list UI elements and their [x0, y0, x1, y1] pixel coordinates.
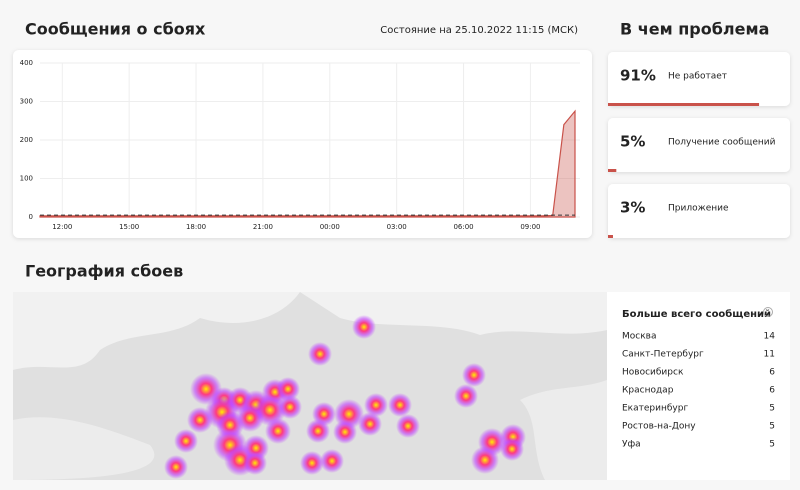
- city-count: 14: [764, 332, 776, 342]
- heat-dot: [306, 419, 330, 443]
- map-water: [520, 380, 607, 480]
- city-name: Краснодар: [622, 386, 674, 396]
- problem-percent: 91%: [620, 67, 656, 85]
- problem-card: [608, 118, 790, 172]
- heat-dot: [187, 407, 213, 433]
- problem-cards: 91% Не работает 5% Получение сообщений 3% При…: [608, 52, 790, 238]
- heat-dot: [308, 342, 332, 366]
- status: Состояние на 25.10.2022 11:15 (МСК): [380, 25, 578, 36]
- problem-label: Получение сообщений: [668, 138, 776, 148]
- heat-dot: [388, 393, 412, 417]
- cities-card: [607, 292, 790, 480]
- section-title: География сбоев: [25, 262, 183, 281]
- heat-dot: [320, 449, 344, 473]
- problem-card: [608, 184, 790, 238]
- problem-percent: 3%: [620, 199, 645, 217]
- map-water: [13, 292, 300, 370]
- heat-dot: [358, 412, 382, 436]
- y-tick-label: 200: [20, 136, 33, 144]
- city-count: 5: [769, 422, 775, 432]
- map-water: [300, 292, 607, 335]
- heat-dot: [500, 437, 524, 461]
- area: [39, 109, 576, 218]
- heat-dot: [278, 395, 302, 419]
- heat-dot: [396, 414, 420, 438]
- x-tick-label: 15:00: [119, 223, 139, 231]
- heat-dot: [276, 377, 300, 401]
- city-name: Санкт-Петербург: [622, 350, 704, 360]
- city-name: Екатеринбург: [622, 404, 688, 414]
- problem-label: Приложение: [668, 204, 729, 214]
- heat-dot: [364, 393, 388, 417]
- city-count: 11: [764, 350, 775, 360]
- y-tick-label: 100: [20, 175, 33, 183]
- heat-dot: [471, 446, 499, 474]
- y-tick-label: 300: [20, 98, 33, 106]
- map-water: [13, 417, 155, 480]
- heat-dot: [265, 418, 291, 444]
- city-name: Ростов-на-Дону: [622, 422, 696, 432]
- cities-title: Больше всего сообщений: [622, 308, 771, 320]
- problem-label: Не работает: [668, 72, 727, 82]
- city-count: 6: [769, 368, 775, 378]
- x-tick-label: 09:00: [520, 223, 540, 231]
- y-tick-label: 400: [20, 59, 33, 67]
- city-count: 6: [769, 386, 775, 396]
- chart-card: [13, 50, 592, 238]
- section-title: В чем проблема: [620, 20, 769, 39]
- cities-list: Москва 14 Санкт-Петербург 11 Новосибирск 6 Кра…: [622, 332, 775, 450]
- heat-dot: [243, 451, 267, 475]
- heat-dot: [462, 363, 486, 387]
- x-tick-label: 00:00: [320, 223, 340, 231]
- problem-bar: [608, 103, 760, 106]
- x-tick-label: 06:00: [453, 223, 473, 231]
- heat-dot: [174, 429, 198, 453]
- heat-dot: [300, 451, 324, 475]
- heat-dot: [454, 384, 478, 408]
- chart: 0 100 200 300 400 12:00 15:00 18:00 21:00 00:00 03…: [20, 59, 580, 231]
- problem-bar: [608, 235, 613, 238]
- city-name: Уфа: [622, 440, 641, 450]
- y-tick-label: 0: [29, 213, 33, 221]
- x-tick-label: 21:00: [253, 223, 273, 231]
- city-count: 5: [769, 440, 775, 450]
- heat-dot: [333, 420, 357, 444]
- x-tick-label: 12:00: [52, 223, 72, 231]
- x-tick-label: 03:00: [387, 223, 407, 231]
- problem-card: [608, 52, 790, 106]
- heat-dots: [164, 315, 526, 479]
- help-icon[interactable]: [763, 307, 773, 317]
- section-title: Сообщения о сбоях: [25, 20, 206, 39]
- city-count: 5: [769, 404, 775, 414]
- problem-bar: [608, 169, 617, 172]
- city-name: Москва: [622, 332, 656, 342]
- heat-dot: [164, 455, 188, 479]
- city-name: Новосибирск: [622, 368, 684, 378]
- heat-dot: [352, 315, 376, 339]
- x-tick-label: 18:00: [186, 223, 206, 231]
- problem-percent: 5%: [620, 133, 645, 151]
